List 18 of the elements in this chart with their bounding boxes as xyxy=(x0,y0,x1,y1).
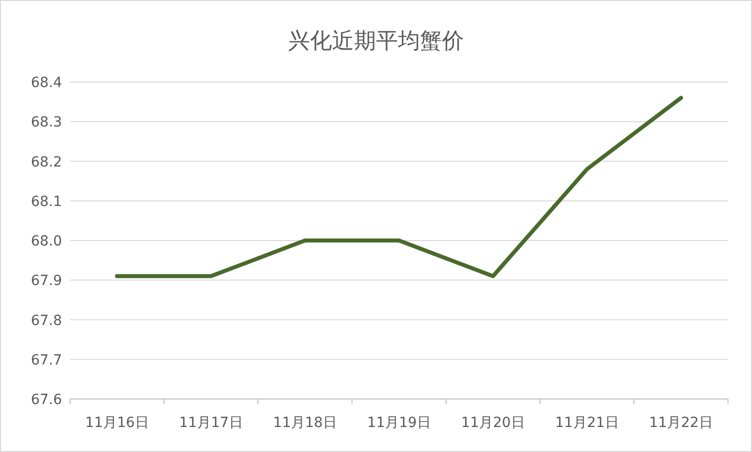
y-tick-label: 67.8 xyxy=(30,312,62,329)
line-series xyxy=(115,96,683,278)
x-tick-label: 11月17日 xyxy=(179,415,243,431)
y-tick-label: 67.7 xyxy=(30,352,62,368)
y-tick-label: 68.3 xyxy=(30,114,62,131)
x-tick-label: 11月22日 xyxy=(649,415,713,431)
x-tick-label: 11月21日 xyxy=(555,415,619,431)
x-tick-label: 11月18日 xyxy=(273,415,337,431)
y-tick-label: 67.6 xyxy=(30,392,62,408)
x-tick-label: 11月19日 xyxy=(367,415,431,431)
x-tick-label: 11月20日 xyxy=(461,415,525,431)
y-tick-label: 68.0 xyxy=(30,234,62,250)
y-tick-label: 68.4 xyxy=(30,75,62,91)
x-tick-label: 11月16日 xyxy=(85,415,149,431)
y-tick-label: 68.1 xyxy=(30,194,62,210)
chart-title: 兴化近期平均蟹价 xyxy=(288,29,464,54)
y-tick-label: 68.2 xyxy=(30,154,62,170)
y-tick-label: 67.9 xyxy=(30,273,62,290)
